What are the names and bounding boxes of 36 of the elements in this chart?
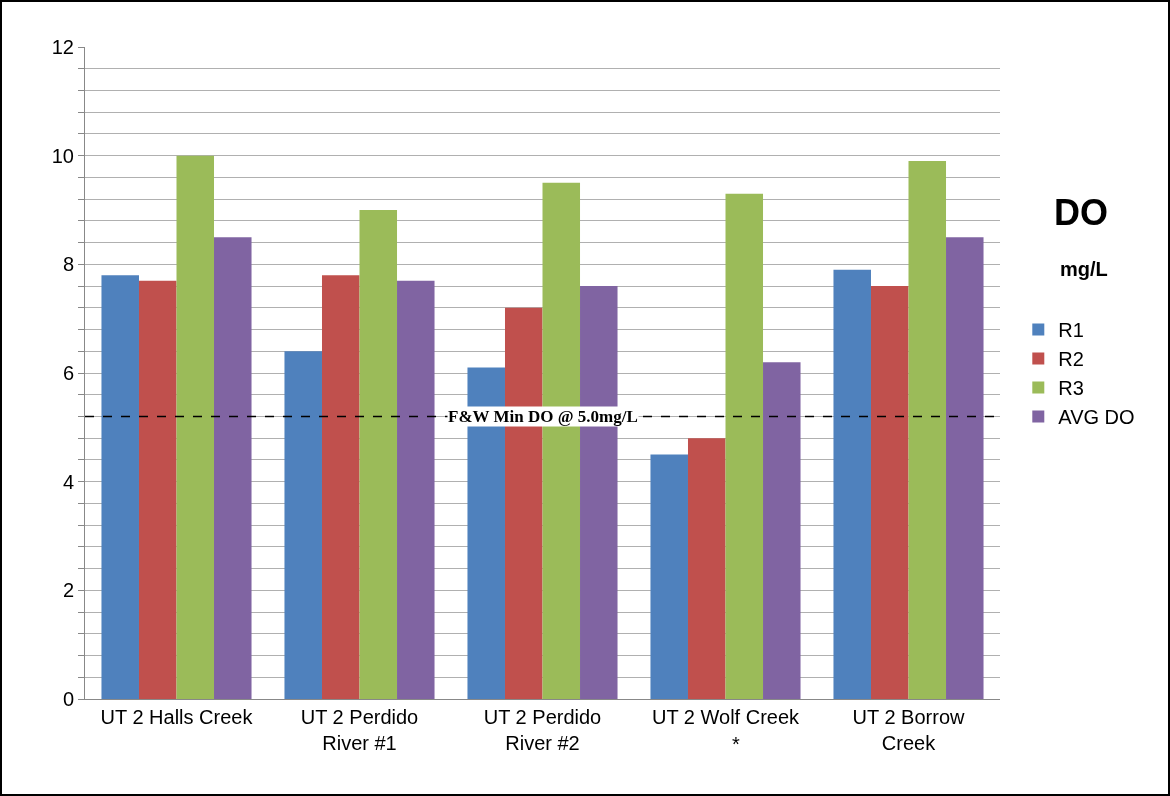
bar [908, 161, 947, 699]
y-tick-label: 2 [62, 579, 74, 602]
bar [284, 351, 322, 699]
bar [321, 275, 360, 699]
x-tick-label: UT 2 Perdido River #2 [483, 706, 602, 754]
bar [833, 269, 871, 699]
y-tick-label: 6 [62, 362, 74, 384]
text: DO [1054, 192, 1108, 233]
x-tick-label: UT 2 Perdido River #1 [300, 706, 419, 754]
bar [214, 237, 252, 699]
bar [397, 280, 435, 699]
y-tick-label: 4 [62, 470, 74, 493]
ref-line-label: F&W Min DO @ 5.0mg/L [448, 407, 638, 426]
bar [725, 193, 764, 699]
bar [870, 286, 909, 699]
bar [138, 280, 177, 699]
x-tick-label: UT 2 Halls Creek [100, 706, 254, 728]
bar [687, 438, 726, 699]
annotation: * [732, 733, 740, 755]
x-tick-label: UT 2 Borrow Creek [852, 706, 965, 754]
x-tick-label: UT 2 Wolf Creek [651, 706, 801, 728]
bar [650, 454, 688, 699]
text: mg/L [1060, 258, 1108, 280]
bar [359, 210, 398, 699]
y-tick-label: 8 [62, 253, 74, 276]
y-tick-label: 10 [51, 144, 74, 167]
legend-label: AVG DO [1058, 406, 1135, 429]
legend-label: R1 [1058, 319, 1084, 342]
bar [176, 155, 215, 699]
bar [946, 237, 984, 699]
y-tick-label: 12 [51, 36, 74, 58]
y-tick-label: 0 [62, 688, 74, 710]
bar [101, 275, 139, 699]
legend-label: R3 [1058, 377, 1084, 400]
bar [763, 362, 801, 699]
legend-label: R2 [1058, 348, 1084, 371]
